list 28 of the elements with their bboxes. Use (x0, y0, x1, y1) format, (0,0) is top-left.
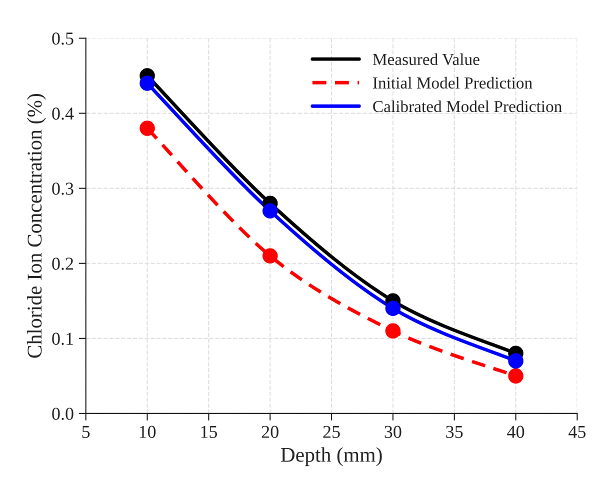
legend-label: Measured Value (372, 53, 480, 66)
y-tick-label: 0.2 (52, 258, 74, 270)
point (262, 248, 278, 264)
legend-label: Initial Model Prediction (373, 76, 532, 89)
point (140, 120, 155, 136)
x-tick-label: 25 (323, 426, 340, 438)
x-tick-label: 40 (507, 426, 524, 438)
x-tick-label: 20 (262, 426, 278, 438)
y-tick-label: 0.4 (52, 108, 74, 120)
x-tick-label: 15 (201, 426, 217, 438)
y-tick-label: 0.1 (52, 332, 73, 345)
point (262, 203, 278, 218)
x-tick-label: 5 (82, 426, 90, 438)
x-axis-title: Depth (mm) (280, 447, 382, 466)
x-tick-label: 10 (140, 426, 156, 438)
x-tick-label: 30 (384, 426, 402, 438)
point (140, 76, 155, 91)
legend-label: Calibrated Model Prediction (373, 100, 562, 112)
y-tick-label: 0.0 (52, 408, 74, 420)
point (385, 300, 401, 316)
y-tick-label: 0.5 (52, 32, 74, 45)
y-tick-label: 0.3 (52, 182, 74, 195)
x-tick-label: 35 (446, 426, 463, 438)
point (385, 323, 401, 339)
point (508, 353, 524, 369)
y-axis-title: Chloride Ion Concentration (%) (27, 94, 46, 358)
x-tick-label: 45 (568, 426, 586, 438)
point (508, 368, 524, 384)
